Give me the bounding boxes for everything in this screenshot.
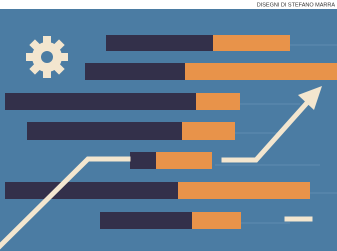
gear [26, 36, 68, 78]
credit: DISEGNI DI STEFANO MARRA [257, 3, 336, 9]
illustration: DISEGNI DI STEFANO MARRA [0, 0, 337, 251]
page: DISEGNI DI STEFANO MARRA (() => { const … [0, 0, 337, 251]
